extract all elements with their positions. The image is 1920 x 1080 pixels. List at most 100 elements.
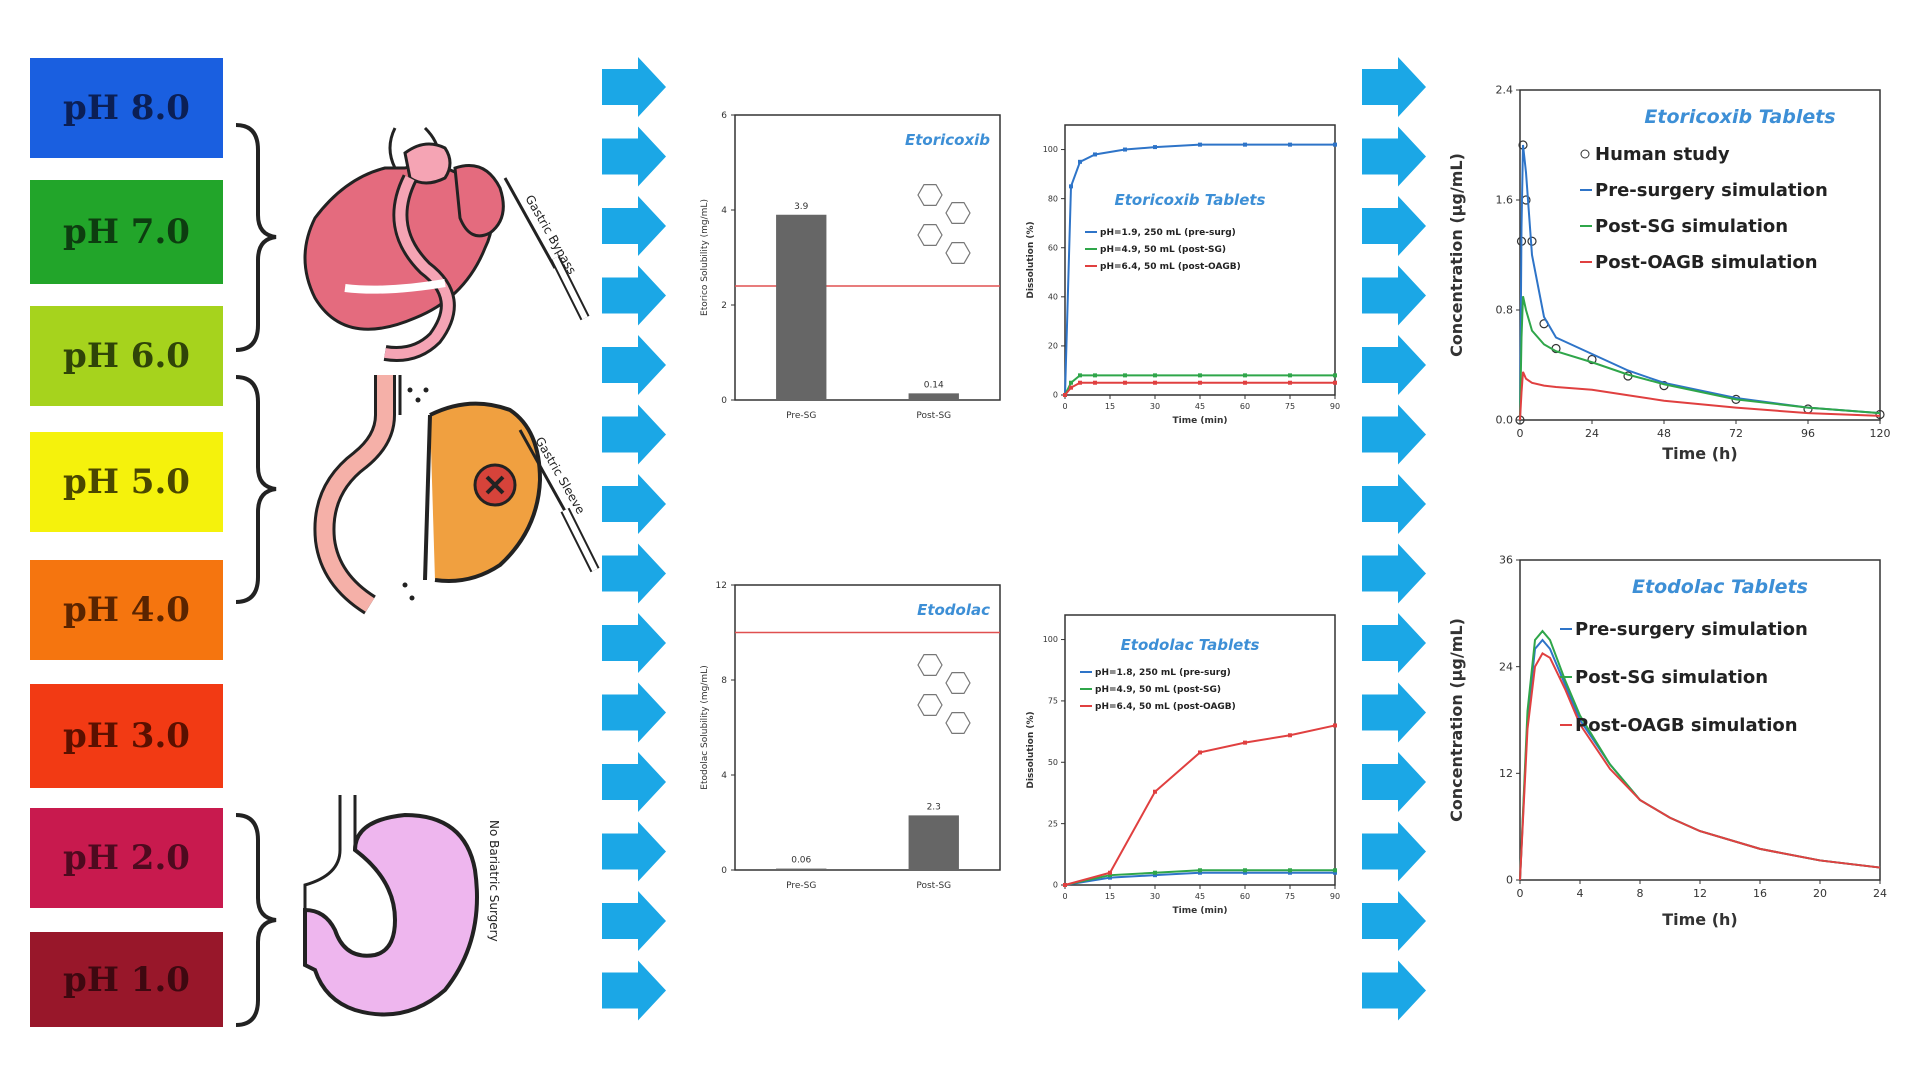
bar <box>776 214 827 400</box>
arrow-right-icon <box>602 682 666 743</box>
x-tick-label: 45 <box>1195 402 1205 411</box>
data-point <box>1243 380 1247 385</box>
legend-entry: Pre-surgery simulation <box>1595 180 1828 201</box>
x-tick-label: 72 <box>1729 427 1743 440</box>
no-surgery-label: No Bariatric Surgery <box>487 820 501 942</box>
arrow-right-icon <box>602 821 666 882</box>
legend-entry: Post-SG simulation <box>1575 667 1768 688</box>
arrow-right-icon <box>602 126 666 187</box>
legend-entry: pH=6.4, 50 mL (post-OAGB) <box>1100 262 1241 272</box>
data-point <box>1243 740 1247 745</box>
etoricoxib-dissolution-chart: 0 15 30 45 60 75 90 0 20 40 60 80 100 Time (min) Disso… <box>1026 124 1340 426</box>
y-tick-label: 6 <box>721 111 727 121</box>
x-tick-label: 20 <box>1813 887 1827 900</box>
plot-frame <box>1064 614 1336 886</box>
x-tick-label: 15 <box>1105 402 1115 411</box>
plot-frame <box>734 114 1001 401</box>
bar <box>908 393 959 400</box>
gastric-sleeve-illustration: Gastric Sleeve <box>313 375 600 615</box>
arrow-right-icon <box>1362 196 1426 256</box>
series-line <box>1064 381 1335 396</box>
legend-entry: Pre-surgery simulation <box>1575 619 1808 640</box>
arrow-right-icon <box>1362 821 1426 882</box>
data-point <box>1198 750 1202 755</box>
arrow-right-icon <box>1362 891 1426 951</box>
x-tick-label: 90 <box>1330 892 1340 901</box>
y-tick-label: 0 <box>1053 881 1058 890</box>
x-tick-label: 96 <box>1801 427 1815 440</box>
legend-entry: Post-SG simulation <box>1595 216 1788 237</box>
y-axis-label: Concentration (µg/mL) <box>1447 153 1466 357</box>
x-tick-label: 0 <box>1062 892 1067 901</box>
x-tick-label: 12 <box>1693 887 1707 900</box>
y-tick-label: 4 <box>721 771 727 781</box>
y-tick-label: 40 <box>1048 292 1058 301</box>
series-line <box>1064 143 1335 396</box>
data-point <box>1198 373 1202 378</box>
x-tick-label: 60 <box>1240 892 1250 901</box>
x-tick-label: Pre-SG <box>786 881 816 891</box>
data-point <box>1243 870 1247 875</box>
x-tick-label: 8 <box>1637 887 1644 900</box>
y-tick-label: 2 <box>721 301 727 311</box>
data-point <box>1069 380 1073 385</box>
arrow-right-icon <box>602 57 666 117</box>
arrow-right-icon <box>602 752 666 812</box>
data-point <box>1288 380 1292 385</box>
molecule-structure-icon <box>917 654 971 734</box>
legend-entry: pH=1.9, 250 mL (pre-surg) <box>1100 228 1236 238</box>
data-point <box>1243 373 1247 378</box>
chart-title: Etoricoxib <box>905 131 990 149</box>
arrow-right-icon <box>1362 613 1426 673</box>
arrow-right-icon <box>1362 474 1426 534</box>
arrow-column-1 <box>602 57 666 1021</box>
arrow-right-icon <box>1362 960 1426 1021</box>
series-line <box>1519 651 1881 881</box>
legend-marker <box>1580 149 1590 159</box>
y-tick-label: 0.8 <box>1496 304 1514 317</box>
x-tick-label: 15 <box>1105 892 1115 901</box>
data-point <box>1587 354 1597 365</box>
etoricoxib-solubility-chart: 0 2 4 6 Etorico Solubility (mg/mL) 3.9 Pre-SG 0… <box>700 111 1001 421</box>
arrow-right-icon <box>1362 335 1426 395</box>
series-line <box>1519 371 1881 421</box>
brace-bypass <box>235 123 277 352</box>
y-axis-label: Dissolution (%) <box>1026 711 1036 788</box>
x-tick-label: 60 <box>1240 402 1250 411</box>
brace-sleeve <box>235 375 277 604</box>
x-tick-label: 24 <box>1585 427 1599 440</box>
x-tick-label: 24 <box>1873 887 1887 900</box>
arrow-right-icon <box>602 335 666 395</box>
arrow-right-icon <box>602 891 666 951</box>
data-point <box>1198 868 1202 873</box>
gastric-bypass-illustration: Gastric Bypass <box>303 126 590 362</box>
x-tick-label: Post-SG <box>916 411 951 421</box>
molecule-structure-icon <box>917 184 971 264</box>
ph-level-8: pH 8.0 <box>30 58 223 158</box>
x-tick-label: 120 <box>1870 427 1891 440</box>
data-point <box>1153 380 1157 385</box>
ph-level-6: pH 6.0 <box>30 306 223 406</box>
legend-entry: Human study <box>1595 144 1730 165</box>
y-tick-label: 12 <box>1499 767 1513 780</box>
y-tick-label: 100 <box>1043 145 1058 154</box>
gastric-bypass-label: Gastric Bypass <box>522 193 579 277</box>
arrow-right-icon <box>1362 265 1426 326</box>
y-tick-label: 100 <box>1043 635 1058 644</box>
x-tick-label: Post-SG <box>916 881 951 891</box>
chart-title: Etodolac Tablets <box>1121 636 1260 654</box>
data-point <box>1153 145 1157 150</box>
y-tick-label: 0 <box>721 866 727 876</box>
etodolac-concentration-chart: 0 4 8 12 16 20 24 0 12 24 36 Time (h) Concentration … <box>1447 554 1887 929</box>
y-axis-label: Etorico Solubility (mg/mL) <box>700 199 710 316</box>
data-point <box>1803 404 1813 414</box>
arrow-right-icon <box>1362 404 1426 465</box>
y-axis-label: Dissolution (%) <box>1026 221 1036 298</box>
data-point <box>1093 373 1097 378</box>
series-line <box>1064 724 1336 886</box>
arrow-right-icon <box>602 960 666 1021</box>
data-point <box>1153 873 1157 878</box>
legend-entry: Post-OAGB simulation <box>1575 715 1798 736</box>
y-tick-label: 50 <box>1048 758 1058 767</box>
arrow-right-icon <box>602 404 666 465</box>
